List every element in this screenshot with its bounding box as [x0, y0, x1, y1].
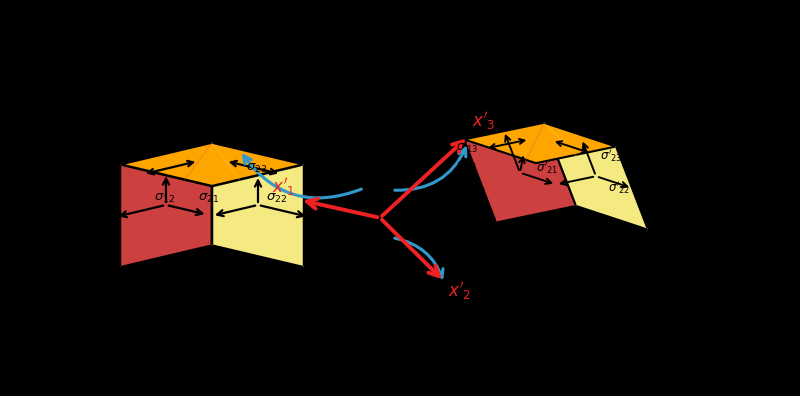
Text: $\sigma_{12}$: $\sigma_{12}$: [154, 192, 175, 205]
Text: $\sigma'_{13}$: $\sigma'_{13}$: [456, 138, 478, 155]
Text: $\sigma'_{31}$: $\sigma'_{31}$: [488, 114, 510, 131]
Text: $\sigma'_{12}$: $\sigma'_{12}$: [464, 180, 486, 196]
Text: $\sigma'_{21}$: $\sigma'_{21}$: [536, 160, 558, 176]
Polygon shape: [120, 143, 212, 267]
Polygon shape: [464, 123, 576, 223]
Text: $\sigma_{22}$: $\sigma_{22}$: [266, 192, 287, 205]
Text: $\sigma_{13}$: $\sigma_{13}$: [98, 160, 119, 173]
Text: $\sigma_{23}$: $\sigma_{23}$: [246, 162, 267, 175]
Polygon shape: [464, 123, 616, 163]
Polygon shape: [120, 143, 304, 186]
Text: $\sigma'_{23}$: $\sigma'_{23}$: [600, 148, 622, 164]
Text: $\sigma_{31}$: $\sigma_{31}$: [138, 144, 160, 157]
Text: $\sigma'_{11}$: $\sigma'_{11}$: [456, 156, 478, 173]
Text: $x'_3$: $x'_3$: [472, 110, 495, 132]
Polygon shape: [544, 123, 648, 230]
Text: $\sigma'_{22}$: $\sigma'_{22}$: [608, 179, 630, 196]
Text: $\sigma_{21}$: $\sigma_{21}$: [198, 192, 219, 205]
Text: $\sigma'_{32}$: $\sigma'_{32}$: [572, 122, 594, 139]
Text: $x'_2$: $x'_2$: [448, 280, 471, 303]
Polygon shape: [212, 143, 304, 267]
Text: $x'_1$: $x'_1$: [272, 175, 295, 198]
Text: $\sigma_{32}$: $\sigma_{32}$: [246, 144, 266, 157]
